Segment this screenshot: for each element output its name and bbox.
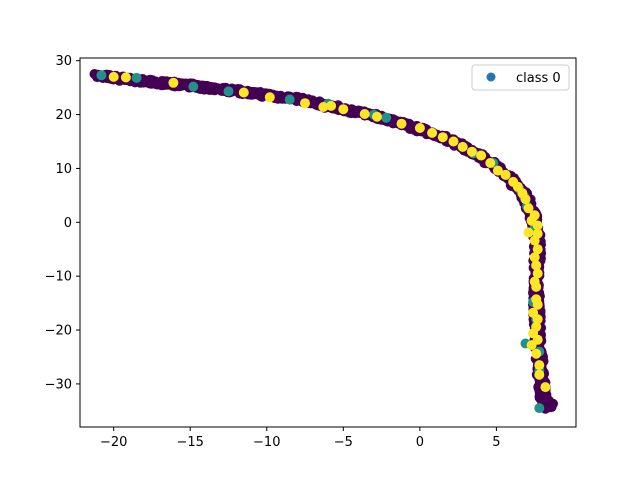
yellow-point — [300, 98, 310, 109]
x-axis-ticks: −20 −15 −10 −5 0 5 — [100, 427, 501, 450]
yellow-point — [108, 71, 119, 82]
yellow-point — [534, 360, 545, 371]
x-tick-label: −10 — [253, 435, 280, 450]
teal-point — [131, 72, 142, 83]
yellow-point — [523, 203, 534, 214]
yellow-point — [529, 210, 540, 221]
yellow-point — [532, 244, 543, 255]
x-tick-label: 0 — [416, 435, 424, 450]
yellow-point — [485, 158, 496, 168]
y-tick-label: 30 — [55, 54, 72, 69]
legend-label: class 0 — [516, 71, 561, 86]
x-tick-label: −20 — [100, 435, 127, 450]
teal-point — [96, 70, 107, 81]
yellow-point — [531, 281, 542, 292]
y-axis-ticks: −30 −20 −10 0 10 20 30 — [45, 54, 80, 392]
yellow-point — [168, 77, 179, 88]
yellow-point — [120, 72, 131, 83]
yellow-point — [531, 348, 542, 359]
yellow-point — [427, 127, 438, 138]
yellow-point — [466, 146, 477, 157]
yellow-point — [540, 382, 551, 393]
yellow-point — [338, 104, 349, 115]
y-tick-label: −30 — [45, 377, 72, 392]
yellow-point — [396, 118, 407, 129]
yellow-point — [414, 123, 425, 133]
x-tick-label: −5 — [334, 435, 353, 450]
yellow-point — [359, 109, 370, 119]
yellow-point — [238, 87, 249, 98]
yellow-point — [476, 150, 487, 161]
x-tick-label: 5 — [492, 435, 500, 450]
yellow-point — [532, 220, 543, 231]
y-tick-label: −20 — [45, 324, 72, 339]
yellow-point — [326, 100, 337, 111]
x-tick-label: −15 — [177, 435, 204, 450]
y-tick-label: 10 — [55, 162, 72, 177]
yellow-point — [372, 111, 382, 122]
purple-class-points — [89, 69, 558, 414]
yellow-point — [448, 136, 459, 147]
teal-point — [534, 403, 545, 414]
teal-class-points — [96, 70, 545, 414]
y-tick-label: 0 — [64, 216, 72, 231]
teal-point — [223, 86, 234, 97]
y-tick-label: −10 — [45, 270, 72, 285]
yellow-point — [523, 227, 534, 238]
yellow-point — [532, 268, 543, 279]
legend-marker — [486, 72, 496, 82]
yellow-point — [437, 132, 448, 143]
plot-frame — [79, 57, 577, 428]
yellow-point — [531, 260, 542, 271]
legend: class 0 — [471, 64, 570, 91]
yellow-point — [534, 369, 545, 380]
yellow-point — [529, 252, 540, 263]
yellow-point — [529, 235, 540, 246]
legend-frame — [471, 64, 570, 91]
yellow-class-points — [108, 71, 551, 393]
yellow-point — [318, 102, 329, 112]
yellow-point — [526, 340, 537, 351]
teal-point — [284, 94, 295, 105]
teal-point — [188, 81, 199, 92]
y-tick-label: 20 — [55, 108, 72, 123]
yellow-point — [457, 141, 468, 152]
teal-point — [381, 112, 392, 123]
yellow-point — [492, 165, 503, 176]
yellow-point — [532, 299, 543, 310]
yellow-point — [520, 194, 531, 205]
yellow-point — [532, 314, 543, 325]
yellow-point — [264, 92, 275, 103]
yellow-point — [500, 169, 511, 180]
purple-point — [548, 398, 558, 409]
